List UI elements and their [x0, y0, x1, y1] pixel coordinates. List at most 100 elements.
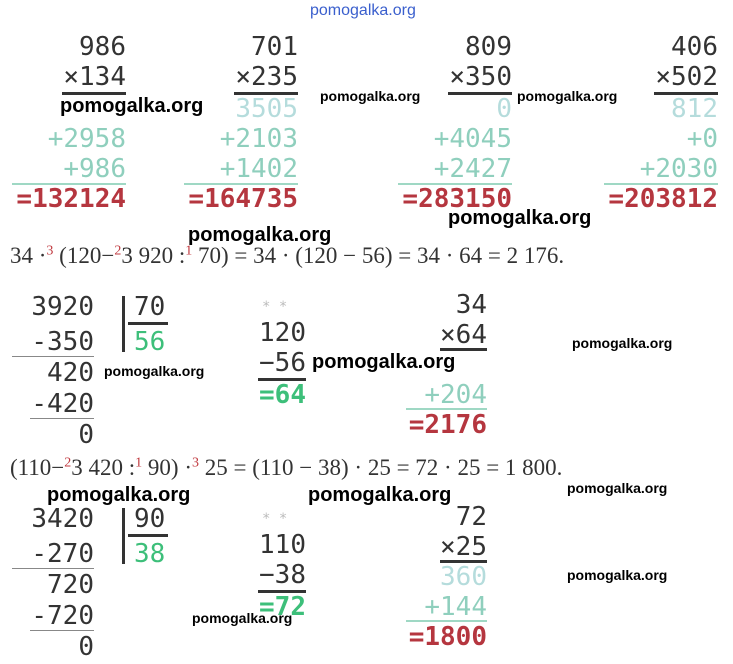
division-step: -270: [31, 539, 94, 569]
rule: [62, 92, 126, 95]
rule: [654, 92, 718, 95]
watermark: pomogalka.org: [567, 480, 668, 496]
equation-part: 3 920 :: [121, 243, 186, 268]
division-step: -420: [31, 389, 94, 419]
watermark: pomogalka.org: [448, 207, 592, 229]
multiplicand: 809: [465, 32, 512, 62]
rule: [184, 183, 298, 185]
rule: [398, 183, 512, 185]
partial-product: 360: [440, 562, 487, 592]
divisor: 70: [134, 292, 166, 322]
subtrahend: −56: [259, 348, 306, 378]
rule: [234, 92, 298, 95]
rule: [12, 356, 94, 357]
equation: 34 ·3 (120−23 920 :1 70) = 34 · (120 − 5…: [10, 243, 564, 269]
partial-product: +4045: [433, 124, 512, 154]
equation-part: (110−: [10, 455, 65, 480]
step-order: 1: [185, 243, 193, 259]
multiplier: ×235: [235, 62, 298, 92]
carry-marks: * *: [262, 511, 288, 527]
divider: [122, 508, 125, 564]
division-step: -720: [31, 601, 94, 631]
multiplier: ×350: [449, 62, 512, 92]
multiplicand: 701: [251, 32, 298, 62]
equation-part: 25 = (110 − 38) · 25 = 72 · 25 = 1 800.: [199, 455, 563, 480]
dividend: 3920: [31, 292, 94, 322]
partial-product: +2103: [219, 124, 298, 154]
partial-product: +0: [686, 124, 718, 154]
division-step: -350: [31, 327, 94, 357]
partial-product: +2958: [47, 124, 126, 154]
carry-marks: * *: [262, 299, 288, 315]
partial-product: +1402: [219, 154, 298, 184]
division-step: 720: [47, 570, 94, 600]
product: =2176: [408, 410, 487, 440]
rule: [448, 92, 512, 95]
equation-part: 34 ·: [10, 243, 47, 268]
division-step: 0: [78, 632, 94, 662]
step-order: 1: [135, 455, 143, 471]
difference: =72: [259, 592, 306, 622]
multiplicand: 72: [455, 502, 487, 532]
partial-product: +986: [63, 154, 126, 184]
product: =132124: [16, 184, 126, 214]
product: =164735: [188, 184, 298, 214]
rule: [258, 590, 306, 593]
equation-part: 3 420 :: [71, 455, 136, 480]
divider: [122, 296, 125, 352]
step-order: 3: [46, 243, 54, 259]
multiplicand: 986: [79, 32, 126, 62]
watermark: pomogalka.org: [320, 88, 421, 104]
multiplier: ×64: [440, 320, 487, 350]
watermark: pomogalka.org: [192, 610, 293, 626]
product: =283150: [402, 184, 512, 214]
watermark: pomogalka.org: [312, 351, 456, 373]
rule: [440, 560, 487, 563]
partial-product: +2427: [433, 154, 512, 184]
watermark: pomogalka.org: [47, 484, 191, 506]
multiplier: ×25: [440, 532, 487, 562]
rule: [604, 183, 718, 185]
equation: (110−23 420 :1 90) ·3 25 = (110 − 38) · …: [10, 455, 562, 481]
watermark: pomogalka.org: [567, 567, 668, 583]
equation-part: 90) ·: [142, 455, 192, 480]
site-header: pomogalka.org: [310, 2, 416, 19]
rule: [128, 322, 168, 325]
rule: [406, 408, 487, 410]
rule: [12, 183, 126, 185]
watermark: pomogalka.org: [188, 224, 332, 246]
difference: =64: [259, 380, 306, 410]
watermark: pomogalka.org: [308, 484, 452, 506]
product: =203812: [608, 184, 718, 214]
rule: [440, 348, 487, 351]
subtrahend: −38: [259, 560, 306, 590]
partial-product: +144: [424, 592, 487, 622]
multiplier: ×134: [63, 62, 126, 92]
divisor: 90: [134, 504, 166, 534]
rule: [406, 620, 487, 622]
watermark: pomogalka.org: [517, 88, 618, 104]
step-order: 2: [114, 243, 122, 259]
partial-product: 0: [496, 94, 512, 124]
multiplier: ×502: [655, 62, 718, 92]
equation-part: 70) = 34 · (120 − 56) = 34 · 64 = 2 176.: [192, 243, 565, 268]
quotient: 38: [134, 539, 166, 569]
multiplicand: 34: [455, 290, 487, 320]
watermark: pomogalka.org: [60, 95, 204, 118]
rule: [12, 568, 94, 569]
watermark: pomogalka.org: [104, 363, 205, 379]
rule: [258, 378, 306, 381]
partial-product: +204: [424, 380, 487, 410]
rule: [128, 534, 168, 537]
watermark: pomogalka.org: [572, 335, 673, 351]
partial-product: +2030: [639, 154, 718, 184]
partial-product: 812: [671, 94, 718, 124]
minuend: 120: [259, 318, 306, 348]
division-step: 420: [47, 358, 94, 388]
product: =1800: [408, 622, 487, 652]
step-order: 2: [64, 455, 72, 471]
dividend: 3420: [31, 504, 94, 534]
minuend: 110: [259, 530, 306, 560]
quotient: 56: [134, 327, 166, 357]
